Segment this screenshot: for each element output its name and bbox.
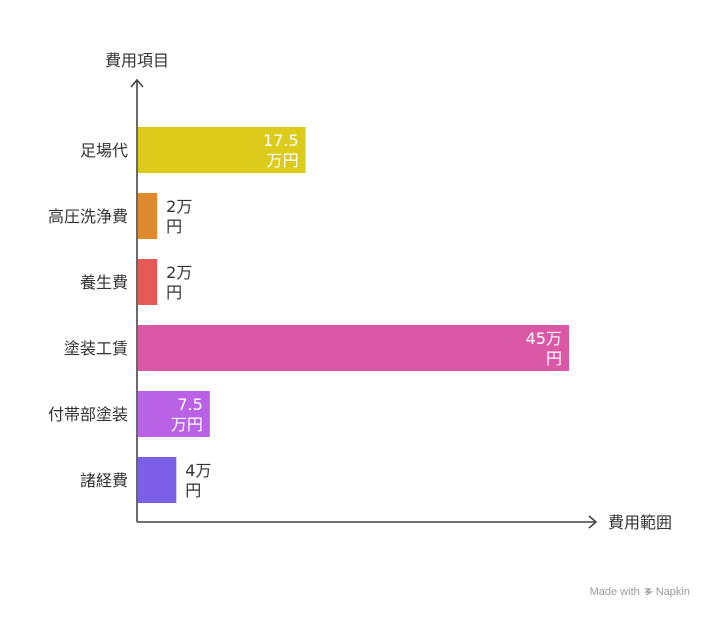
bar	[138, 127, 306, 173]
value-label: 7.5	[177, 395, 202, 414]
bar	[138, 325, 569, 371]
napkin-watermark: Made with Napkin	[590, 586, 690, 598]
bar	[138, 457, 177, 503]
bar	[138, 193, 158, 239]
category-label: 付帯部塗装	[48, 405, 128, 424]
value-label: 万円	[267, 151, 299, 170]
category-label: 高圧洗浄費	[48, 207, 128, 226]
x-axis-arrow	[588, 515, 598, 529]
bars-group: 足場代17.5万円高圧洗浄費2万円養生費2万円塗装工賃45万円付帯部塗装7.5万…	[48, 127, 569, 503]
value-label: 円	[185, 481, 201, 500]
x-axis-title: 費用範囲	[608, 513, 672, 532]
category-label: 養生費	[80, 273, 128, 292]
bar	[138, 259, 158, 305]
value-label: 円	[546, 349, 562, 368]
value-label: 万円	[171, 415, 203, 434]
napkin-logo-icon	[643, 588, 653, 596]
value-label: 2万	[166, 197, 192, 216]
footer-brand: Napkin	[655, 586, 690, 598]
category-label: 諸経費	[80, 471, 128, 490]
value-label: 2万	[166, 263, 192, 282]
category-label: 塗装工賃	[64, 339, 128, 358]
value-label: 4万	[185, 461, 211, 480]
value-label: 17.5	[263, 131, 299, 150]
y-axis-arrow	[130, 78, 144, 88]
value-label: 45万	[526, 329, 562, 348]
value-label: 円	[166, 283, 182, 302]
chart-axes: 費用項目 費用範囲	[105, 51, 672, 532]
category-label: 足場代	[80, 141, 128, 160]
footer-text: Made with	[589, 586, 640, 598]
value-label: 円	[166, 217, 182, 236]
bar	[138, 391, 210, 437]
y-axis-title: 費用項目	[105, 51, 169, 70]
